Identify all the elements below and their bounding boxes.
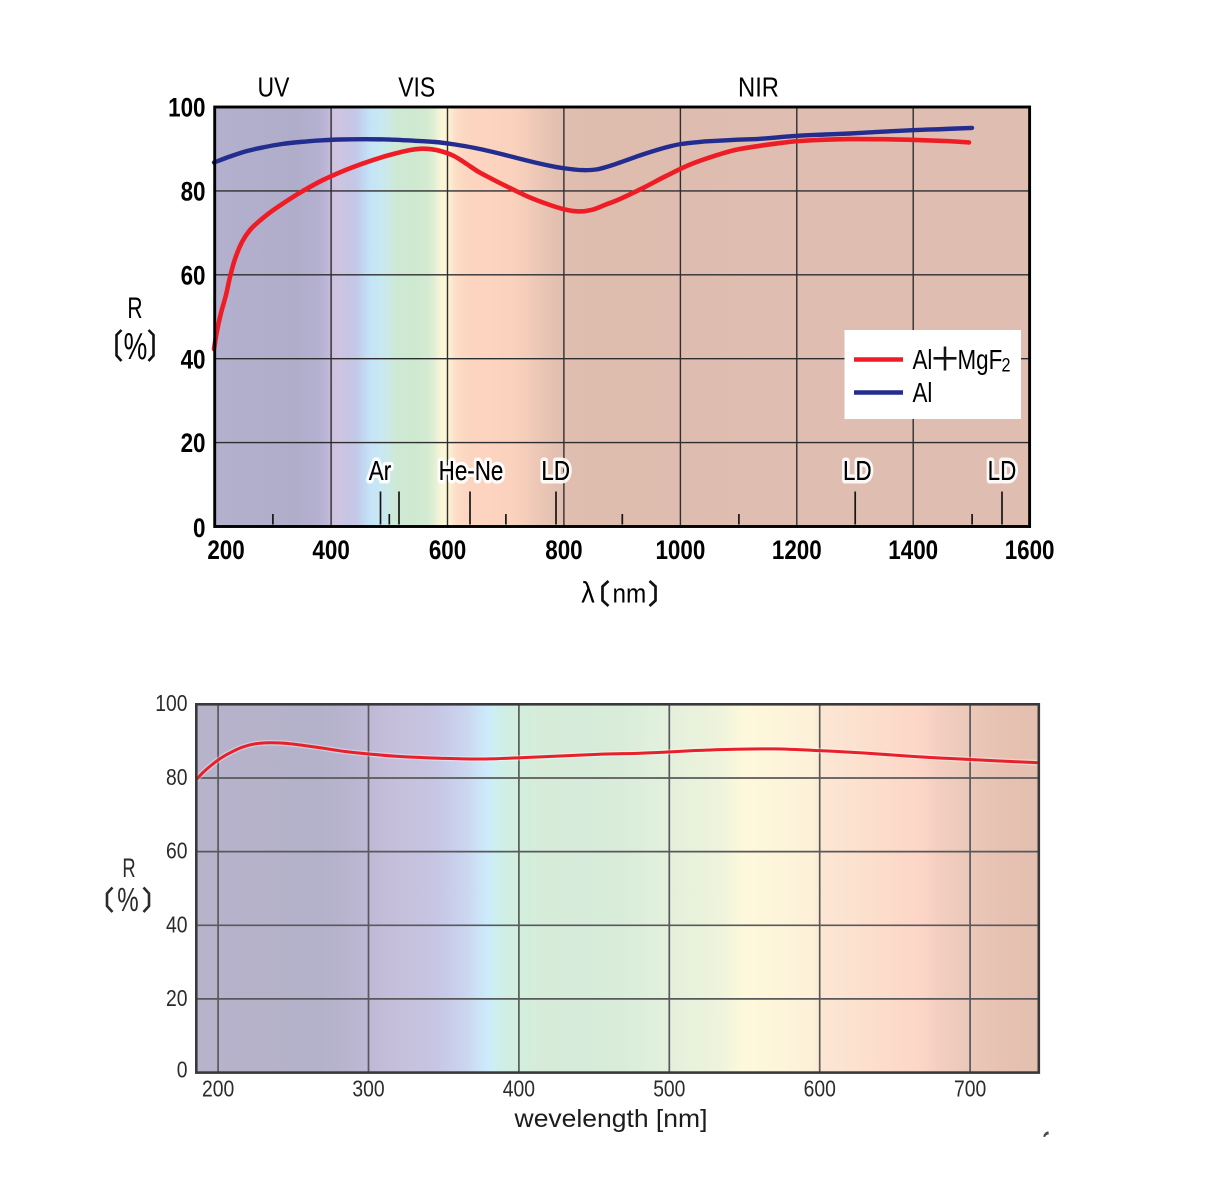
svg-text:0: 0 <box>177 1058 188 1083</box>
svg-text:MgF: MgF <box>958 345 1003 376</box>
svg-text:100: 100 <box>155 692 187 717</box>
svg-text:1200: 1200 <box>772 536 822 565</box>
svg-text:80: 80 <box>181 178 206 207</box>
svg-text:600: 600 <box>804 1077 836 1102</box>
svg-text:LD: LD <box>541 456 570 487</box>
svg-text:He-Ne: He-Ne <box>439 456 504 487</box>
svg-text:800: 800 <box>545 536 582 565</box>
svg-text:VIS: VIS <box>398 72 435 103</box>
svg-text:R: R <box>127 293 142 325</box>
svg-text:400: 400 <box>503 1077 535 1102</box>
svg-text:LD: LD <box>843 456 872 487</box>
svg-text:1400: 1400 <box>888 536 938 565</box>
svg-text:nm: nm <box>613 579 647 608</box>
svg-text:LD: LD <box>843 456 872 487</box>
svg-text:Ar: Ar <box>369 456 392 487</box>
svg-text:NIR: NIR <box>738 71 779 103</box>
svg-text:80: 80 <box>166 766 187 791</box>
svg-text:%: % <box>117 882 138 919</box>
svg-text:R: R <box>122 852 135 882</box>
svg-text:LD: LD <box>988 456 1017 487</box>
svg-text:LD: LD <box>988 456 1017 487</box>
svg-text:700: 700 <box>954 1077 986 1102</box>
svg-text:He-Ne: He-Ne <box>439 456 504 487</box>
svg-text:600: 600 <box>429 536 466 565</box>
svg-text:60: 60 <box>181 262 206 291</box>
svg-text:LD: LD <box>541 456 570 487</box>
svg-text:0: 0 <box>193 514 205 543</box>
svg-text:λ: λ <box>581 576 594 610</box>
svg-text:wevelength [nm]: wevelength [nm] <box>514 1106 708 1133</box>
svg-text:UV: UV <box>258 72 290 103</box>
svg-text:200: 200 <box>202 1077 234 1102</box>
svg-text:2: 2 <box>1002 354 1011 376</box>
svg-text:1000: 1000 <box>655 536 705 565</box>
svg-text:200: 200 <box>207 536 244 565</box>
svg-text:60: 60 <box>166 839 187 864</box>
svg-text:40: 40 <box>181 345 206 374</box>
svg-text:40: 40 <box>166 913 187 938</box>
svg-text:400: 400 <box>312 536 349 565</box>
svg-text:300: 300 <box>352 1077 384 1102</box>
svg-text:500: 500 <box>653 1077 685 1102</box>
svg-text:%: % <box>124 324 148 367</box>
svg-text:Al: Al <box>913 378 933 409</box>
svg-text:20: 20 <box>181 429 206 458</box>
svg-text:100: 100 <box>168 94 205 123</box>
svg-text:20: 20 <box>166 987 187 1012</box>
svg-text:Ar: Ar <box>369 456 392 487</box>
svg-text:1600: 1600 <box>1005 536 1055 565</box>
svg-text:Al: Al <box>913 345 933 376</box>
